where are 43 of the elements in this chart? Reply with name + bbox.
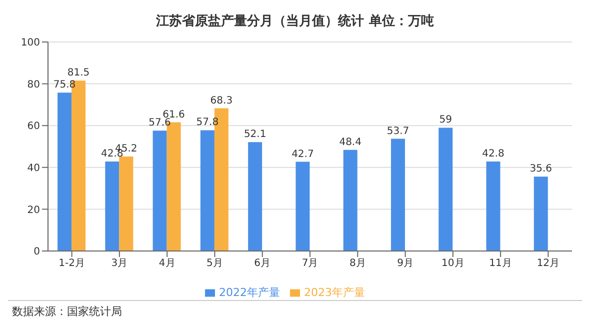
bar	[105, 162, 120, 251]
data-label: 35.6	[530, 164, 552, 175]
y-tick-label: 80	[27, 79, 40, 90]
data-label: 81.5	[67, 68, 90, 79]
bar	[390, 138, 405, 251]
bar	[200, 130, 214, 251]
bar	[152, 130, 167, 251]
data-label: 57.6	[148, 118, 171, 129]
bar	[534, 176, 548, 251]
bar	[438, 128, 453, 251]
source-note: 数据来源：国家统计局	[8, 300, 582, 319]
bar	[248, 142, 262, 251]
data-label: 42.7	[292, 148, 314, 160]
data-label: 53.7	[386, 126, 410, 137]
y-tick-label: 100	[20, 38, 40, 49]
bar	[486, 162, 500, 251]
x-tick-label: 12月	[536, 258, 560, 270]
data-label: 48.4	[339, 136, 362, 148]
x-tick-label: 9月	[397, 258, 414, 270]
data-label: 68.3	[210, 95, 233, 106]
x-tick-label: 11月	[489, 258, 512, 270]
x-tick-label: 5月	[206, 258, 223, 270]
x-tick-label: 7月	[302, 258, 318, 270]
chart-title: 江苏省原盐产量分月（当月值）统计 单位：万吨	[155, 12, 435, 31]
x-tick-label: 6月	[254, 258, 271, 270]
x-tick-label: 4月	[158, 258, 176, 270]
y-tick-label: 40	[27, 162, 40, 174]
bar	[58, 92, 72, 251]
x-tick-label: 8月	[349, 258, 366, 270]
bar	[296, 162, 310, 251]
bar	[343, 150, 358, 251]
bar	[119, 156, 134, 251]
x-tick-label: 1-2月	[58, 258, 85, 270]
legend-label: 2023年产量	[304, 286, 365, 299]
y-tick-label: 20	[27, 204, 40, 216]
data-label: 59	[439, 114, 452, 126]
x-tick-label: 10月	[442, 258, 464, 270]
x-tick-label: 3月	[111, 258, 128, 270]
y-tick-label: 0	[34, 246, 40, 258]
legend-label: 2022年产量	[219, 286, 280, 299]
y-tick-label: 60	[27, 121, 40, 132]
data-label: 52.1	[244, 129, 266, 140]
data-label: 42.8	[482, 148, 504, 160]
